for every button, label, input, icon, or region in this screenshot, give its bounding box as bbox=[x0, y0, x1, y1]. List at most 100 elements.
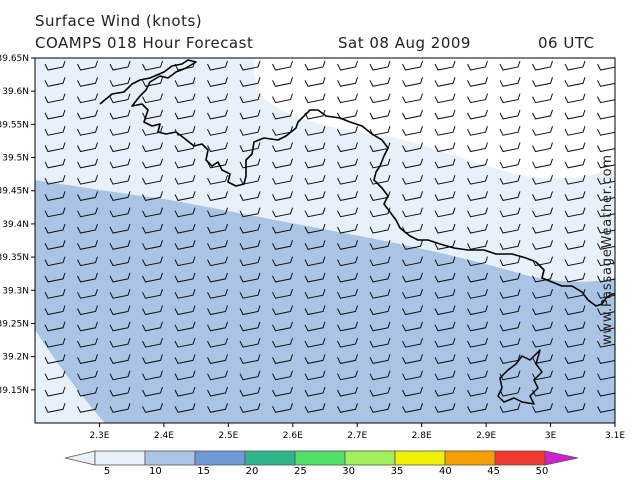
wind-barb bbox=[597, 406, 615, 413]
wind-barb bbox=[304, 240, 326, 250]
wind-barb bbox=[564, 223, 586, 234]
wind-barb bbox=[272, 142, 293, 153]
wind-barb bbox=[369, 142, 391, 153]
wind-barb bbox=[337, 305, 358, 316]
wind-barb bbox=[597, 243, 615, 250]
wind-barb bbox=[402, 158, 423, 169]
wind-barb bbox=[434, 174, 456, 185]
wind-barb bbox=[467, 256, 488, 267]
wind-barb bbox=[337, 223, 358, 234]
wind-barb bbox=[467, 321, 488, 332]
wind-barb bbox=[499, 321, 521, 332]
wind-barb bbox=[337, 354, 358, 364]
wind-barb bbox=[304, 289, 326, 299]
wind-barb bbox=[207, 77, 228, 87]
wind-barb bbox=[564, 370, 586, 381]
wind-barb bbox=[44, 77, 66, 87]
wind-barb bbox=[434, 256, 456, 267]
wind-barb bbox=[532, 109, 553, 120]
wind-barb bbox=[239, 370, 261, 381]
wind-barb bbox=[77, 93, 98, 104]
wind-barb bbox=[44, 305, 66, 316]
wind-barb bbox=[44, 93, 66, 104]
wind-barb bbox=[597, 145, 615, 153]
lat-tick-label: 39.2N bbox=[2, 353, 29, 363]
legend-label: 25 bbox=[294, 466, 307, 477]
wind-barb bbox=[532, 354, 553, 364]
wind-barb bbox=[532, 142, 553, 153]
wind-barb bbox=[142, 126, 163, 136]
wind-barb bbox=[564, 321, 586, 332]
wind-barb bbox=[109, 370, 131, 381]
wind-barb bbox=[467, 174, 488, 185]
wind-barb bbox=[499, 305, 521, 316]
wind-barb bbox=[532, 289, 553, 299]
wind-barb bbox=[272, 174, 293, 185]
wind-barb bbox=[272, 354, 293, 364]
wind-barb bbox=[207, 354, 228, 364]
wind-barb bbox=[499, 386, 521, 397]
wind-barb bbox=[337, 142, 358, 153]
wind-barb bbox=[467, 403, 488, 413]
wind-barb bbox=[207, 289, 228, 299]
wind-barb bbox=[174, 272, 196, 283]
wind-barb bbox=[532, 77, 553, 87]
wind-barb bbox=[239, 337, 261, 348]
wind-barb bbox=[369, 191, 391, 201]
wind-barb bbox=[304, 386, 326, 397]
wind-barb bbox=[44, 126, 66, 136]
wind-barb bbox=[142, 93, 163, 104]
wind-barb bbox=[499, 126, 521, 136]
wind-barb bbox=[369, 93, 391, 104]
wind-barb bbox=[369, 305, 391, 316]
wind-barb bbox=[597, 194, 615, 201]
wind-barb bbox=[564, 60, 586, 71]
wind-barb bbox=[337, 370, 358, 381]
wind-barb bbox=[272, 403, 293, 413]
wind-barb bbox=[564, 240, 586, 250]
legend-swatch bbox=[294, 450, 346, 466]
wind-barb bbox=[304, 174, 326, 185]
wind-barb bbox=[337, 60, 358, 71]
wind-barb bbox=[272, 321, 293, 332]
wind-speed-field bbox=[35, 58, 615, 423]
lon-tick-label: 3.1E bbox=[605, 431, 625, 441]
wind-barb bbox=[77, 289, 98, 299]
wind-barbs bbox=[44, 60, 615, 413]
wind-barb bbox=[369, 174, 391, 185]
wind-barb bbox=[77, 60, 98, 71]
wind-barb bbox=[142, 109, 163, 120]
wind-barb bbox=[44, 174, 66, 185]
wind-barb bbox=[532, 60, 553, 71]
lat-tick-label: 39.45N bbox=[0, 187, 29, 197]
wind-barb bbox=[564, 207, 586, 218]
wind-barb bbox=[532, 207, 553, 218]
wind-barb bbox=[272, 289, 293, 299]
wind-barb bbox=[77, 223, 98, 234]
wind-barb bbox=[337, 337, 358, 348]
wind-barb bbox=[174, 321, 196, 332]
wind-barb bbox=[207, 158, 228, 169]
legend-swatch bbox=[444, 450, 496, 466]
legend-label: 30 bbox=[342, 466, 355, 477]
wind-barb bbox=[77, 321, 98, 332]
wind-band-0-5 bbox=[253, 58, 615, 179]
wind-barb bbox=[239, 126, 261, 136]
wind-barb bbox=[142, 354, 163, 364]
wind-barb bbox=[369, 60, 391, 71]
wind-barb bbox=[402, 207, 423, 218]
wind-barb bbox=[174, 109, 196, 120]
wind-barb bbox=[44, 60, 66, 71]
wind-barb bbox=[564, 403, 586, 413]
wind-barb bbox=[239, 109, 261, 120]
wind-barb bbox=[402, 240, 423, 250]
wind-barb bbox=[532, 337, 553, 348]
wind-barb bbox=[337, 403, 358, 413]
legend-label: 35 bbox=[391, 466, 404, 477]
wind-barb bbox=[272, 370, 293, 381]
wind-barb bbox=[402, 109, 423, 120]
wind-barb bbox=[77, 109, 98, 120]
wind-barb bbox=[564, 305, 586, 316]
wind-barb bbox=[434, 191, 456, 201]
wind-barb bbox=[77, 256, 98, 267]
